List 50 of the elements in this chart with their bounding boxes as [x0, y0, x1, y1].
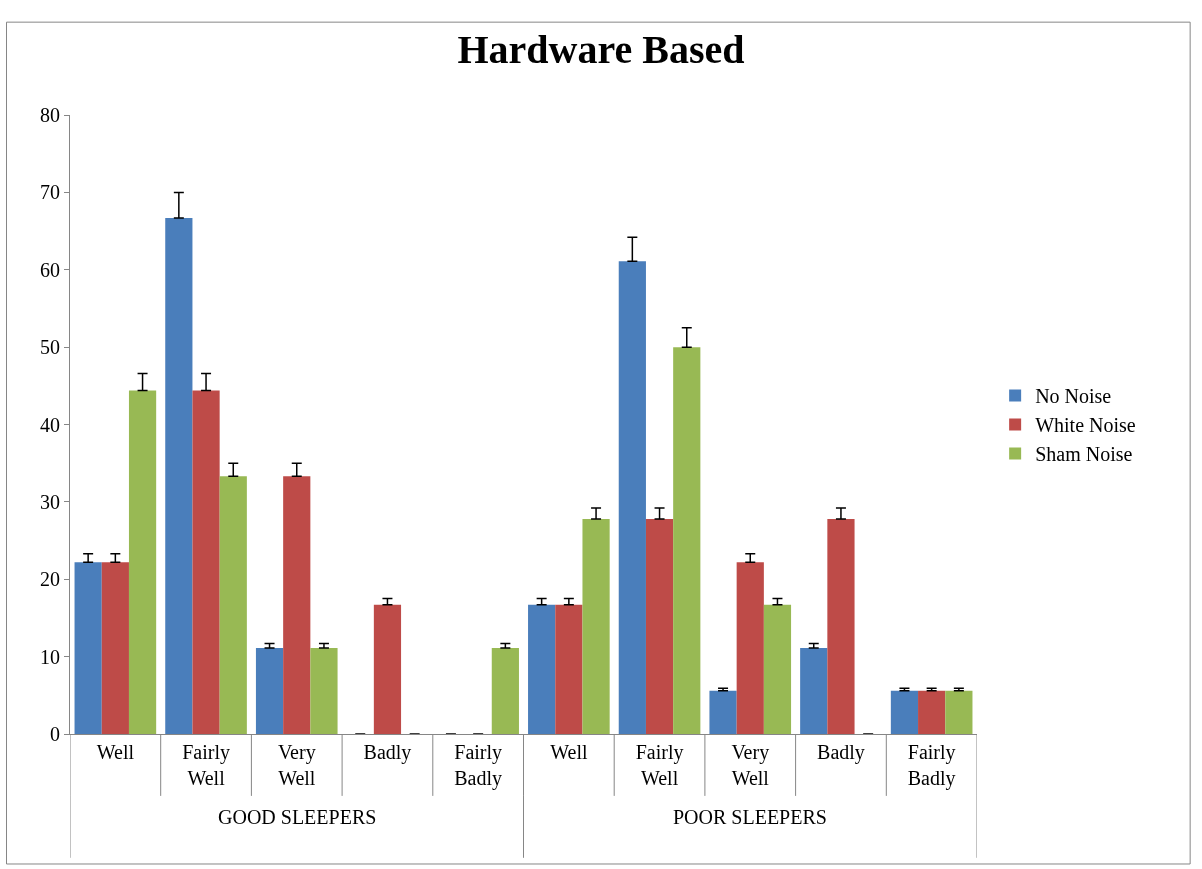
x-tick-label: Well — [96, 741, 135, 763]
x-tick-label: Fairly Well — [182, 741, 230, 789]
chart-title: Hardware Based — [457, 26, 745, 72]
bar — [555, 604, 583, 734]
bar — [709, 690, 737, 734]
y-tick-label: 80 — [40, 104, 60, 126]
y-tick-label: 60 — [40, 258, 60, 281]
text: POOR SLEEPERS — [673, 806, 827, 828]
text: GOOD SLEEPERS — [218, 806, 377, 828]
bar — [673, 347, 701, 734]
bar — [128, 390, 157, 734]
bar — [283, 476, 311, 734]
x-tick-label: Badly — [363, 741, 412, 764]
bar — [736, 562, 764, 734]
legend-label: White Noise — [1035, 414, 1136, 437]
y-tick-label: 30 — [40, 490, 60, 513]
bar — [165, 217, 193, 734]
bar — [763, 604, 792, 734]
bar — [192, 390, 220, 734]
bar — [310, 648, 338, 734]
bar — [800, 648, 828, 734]
x-tick-label: Very Well — [731, 741, 770, 789]
y-tick-label: 70 — [40, 181, 60, 204]
bar — [528, 604, 556, 734]
bar — [582, 518, 610, 734]
y-tick-label: 0 — [50, 723, 60, 745]
bar — [918, 690, 946, 734]
x-tick-label: Badly — [817, 741, 865, 764]
y-tick-label: 50 — [40, 336, 60, 359]
x-tick-label: Very Well — [277, 741, 316, 789]
bar — [255, 648, 284, 734]
x-tick-label: Well — [550, 741, 588, 763]
y-tick-label: 40 — [40, 413, 60, 436]
y-tick-label: 10 — [40, 645, 60, 668]
bar — [618, 261, 646, 734]
bar — [945, 690, 973, 734]
bar — [491, 648, 519, 734]
legend-label: Sham Noise — [1035, 443, 1133, 466]
x-tick-label: Fairly Well — [635, 741, 684, 789]
x-tick-label: Fairly Badly — [454, 741, 503, 790]
bar — [74, 562, 102, 734]
legend-label: No Noise — [1035, 385, 1112, 408]
bar — [645, 518, 674, 734]
bar — [101, 562, 129, 734]
bar — [890, 690, 919, 734]
bar — [827, 518, 855, 734]
y-tick-label: 20 — [40, 568, 60, 591]
bar — [373, 604, 402, 734]
x-tick-label: Fairly Badly — [907, 741, 956, 790]
bar — [219, 476, 247, 734]
